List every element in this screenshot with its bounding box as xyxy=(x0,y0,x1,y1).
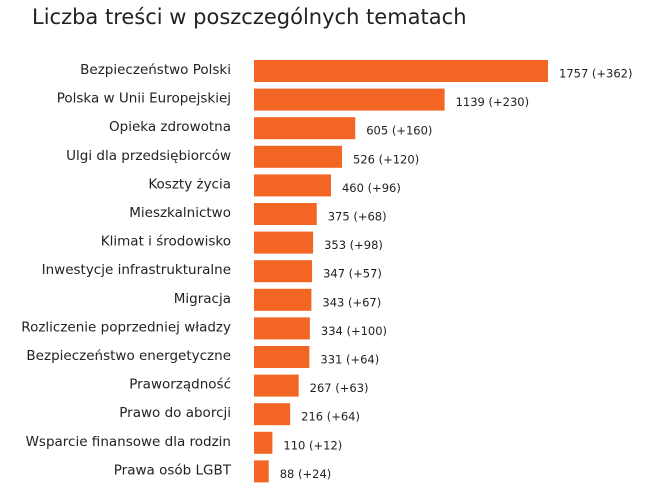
data-label: 88 (+24) xyxy=(280,467,332,481)
bar xyxy=(254,403,291,426)
category-label: Inwestycje infrastrukturalne xyxy=(42,262,231,278)
category-label: Koszty życia xyxy=(148,176,231,192)
bar-row: Rozliczenie poprzedniej władzy 334 (+100) xyxy=(21,317,387,340)
bar xyxy=(254,203,317,225)
data-label: 375 (+68) xyxy=(328,210,387,224)
category-label: Rozliczenie poprzedniej władzy xyxy=(21,319,231,335)
category-label: Bezpieczeństwo energetyczne xyxy=(26,348,231,364)
data-label: 110 (+12) xyxy=(283,438,342,452)
bar-row: Migracja 343 (+67) xyxy=(174,288,381,311)
category-label: Polska w Unii Europejskiej xyxy=(57,91,231,107)
data-label: 267 (+63) xyxy=(310,381,369,395)
category-label: Klimat i środowisko xyxy=(101,234,231,250)
data-label: 343 (+67) xyxy=(322,295,381,309)
data-label: 216 (+64) xyxy=(301,410,360,424)
bar-row: Opieka zdrowotna 605 (+160) xyxy=(109,117,432,140)
bar-row: Praworządność 267 (+63) xyxy=(129,374,369,397)
chart-title: Liczba treści w poszczególnych tematach xyxy=(32,5,467,29)
bar-row: Koszty życia 460 (+96) xyxy=(148,174,401,197)
bar xyxy=(254,317,310,340)
category-label: Praworządność xyxy=(129,377,231,393)
bar xyxy=(254,117,356,140)
bar xyxy=(254,88,445,111)
bar xyxy=(254,288,312,311)
category-label: Bezpieczeństwo Polski xyxy=(80,62,231,78)
data-label: 460 (+96) xyxy=(342,181,401,195)
bar xyxy=(254,145,343,168)
bar xyxy=(254,60,548,82)
bar-row: Ulgi dla przedsiębiorców 526 (+120) xyxy=(66,145,419,168)
category-label: Mieszkalnictwo xyxy=(129,205,231,221)
data-label: 1139 (+230) xyxy=(456,95,529,109)
category-label: Opieka zdrowotna xyxy=(109,119,231,135)
category-label: Ulgi dla przedsiębiorców xyxy=(66,148,231,164)
category-label: Wsparcie finansowe dla rodzin xyxy=(26,434,231,450)
bar-row: Wsparcie finansowe dla rodzin 110 (+12) xyxy=(26,431,342,454)
bar-row: Klimat i środowisko 353 (+98) xyxy=(101,231,383,254)
bar-row: Bezpieczeństwo energetyczne 331 (+64) xyxy=(26,346,379,368)
bar-row: Inwestycje infrastrukturalne 347 (+57) xyxy=(42,260,382,283)
category-label: Migracja xyxy=(174,291,231,307)
bar xyxy=(254,460,269,483)
bar-row: Polska w Unii Europejskiej 1139 (+230) xyxy=(57,88,529,111)
category-label: Prawo do aborcji xyxy=(119,405,231,421)
data-label: 353 (+98) xyxy=(324,238,383,252)
bar xyxy=(254,346,310,368)
data-label: 526 (+120) xyxy=(353,152,419,166)
bar xyxy=(254,431,273,454)
bar-row: Mieszkalnictwo 375 (+68) xyxy=(129,203,387,225)
data-label: 1757 (+362) xyxy=(559,67,632,81)
category-label: Prawa osób LGBT xyxy=(114,462,232,478)
bar xyxy=(254,260,313,283)
data-label: 605 (+160) xyxy=(366,124,432,138)
data-label: 347 (+57) xyxy=(323,267,382,281)
bar-row: Prawo do aborcji 216 (+64) xyxy=(119,403,360,426)
bar xyxy=(254,174,331,197)
bar-row: Prawa osób LGBT 88 (+24) xyxy=(114,460,332,483)
bar xyxy=(254,374,299,397)
bar xyxy=(254,231,314,254)
data-label: 331 (+64) xyxy=(320,353,379,367)
data-label: 334 (+100) xyxy=(321,324,387,338)
bar-row: Bezpieczeństwo Polski 1757 (+362) xyxy=(80,60,632,82)
